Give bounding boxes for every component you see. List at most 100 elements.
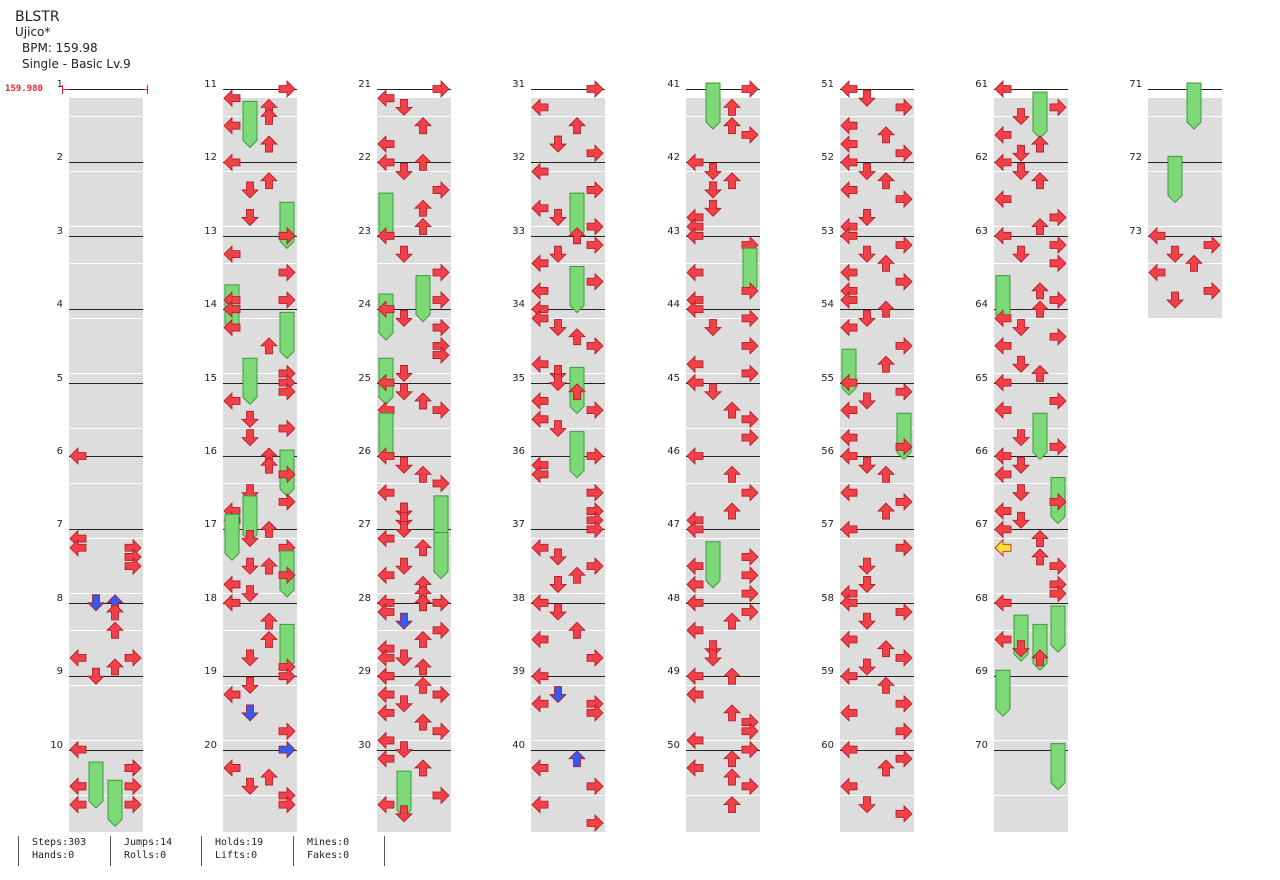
- beat-stripe: [531, 814, 605, 833]
- measure-number: 10: [50, 740, 63, 751]
- arrow-right-icon: [741, 80, 759, 98]
- arrow-right-icon: [741, 336, 759, 355]
- arrow-down-icon: [395, 383, 413, 401]
- beat-stripe: [377, 263, 451, 282]
- arrow-right-icon: [586, 483, 604, 502]
- measure-line: [686, 456, 760, 457]
- arrow-up-icon: [260, 107, 278, 125]
- arrow-left-icon: [840, 447, 858, 465]
- beat-stripe: [69, 612, 143, 631]
- measure-line: [840, 603, 914, 604]
- measure-number: 73: [1129, 226, 1142, 237]
- measure-number: 25: [358, 373, 371, 384]
- stats-end-divider: [384, 836, 385, 866]
- arrow-up-icon: [877, 640, 895, 658]
- beat-stripe: [1148, 263, 1222, 282]
- beat-stripe: [69, 795, 143, 814]
- beat-stripe: [994, 814, 1068, 833]
- beat-stripe: [223, 593, 297, 612]
- hold-note-left: [995, 669, 1011, 717]
- arrow-left-icon: [377, 749, 395, 768]
- beat-stripe: [69, 355, 143, 374]
- arrow-up-icon: [723, 465, 741, 483]
- measure-line: [994, 750, 1068, 751]
- beat-stripe: [223, 135, 297, 154]
- arrow-up-icon: [414, 630, 432, 648]
- notes-layer: [223, 80, 296, 814]
- arrow-right-icon: [432, 474, 450, 493]
- beat-stripe: [223, 612, 297, 631]
- measure-line: [994, 603, 1068, 604]
- beat-stripe: [223, 373, 297, 392]
- arrow-down-icon: [395, 98, 413, 116]
- beat-stripe: [69, 483, 143, 502]
- measure-number: 31: [512, 79, 525, 90]
- beat-stripe: [686, 208, 760, 227]
- arrow-down-icon: [704, 199, 722, 217]
- beat-stripe: [686, 795, 760, 814]
- arrow-right-icon: [895, 144, 913, 163]
- arrow-left-icon: [840, 703, 858, 722]
- arrow-right-icon: [278, 80, 296, 98]
- beat-stripe: [840, 135, 914, 154]
- beat-stripe: [686, 428, 760, 447]
- arrow-left-icon: [840, 180, 858, 199]
- arrow-right-icon: [586, 336, 604, 355]
- arrow-left-icon: [69, 538, 87, 557]
- beat-stripe: [686, 685, 760, 704]
- measure-line: [531, 603, 605, 604]
- arrow-left-icon: [223, 89, 241, 108]
- arrow-down-icon: [1012, 429, 1030, 447]
- arrow-right-icon: [586, 80, 604, 98]
- arrow-left-icon: [686, 621, 704, 640]
- measure-line: [377, 383, 451, 384]
- arrow-down-icon: [704, 163, 722, 181]
- measure-line: [531, 383, 605, 384]
- measure-number: 41: [667, 79, 680, 90]
- chart-column-3: 21 22 23 24 25 26 27 28 29 30: [358, 0, 451, 833]
- arrow-right-icon: [1049, 208, 1067, 227]
- beat-stripe: [531, 281, 605, 300]
- arrow-left-icon: [840, 428, 858, 447]
- beat-stripe: [994, 648, 1068, 667]
- beat-stripe: [994, 190, 1068, 209]
- beat-stripe: [840, 703, 914, 722]
- beat-stripe: [531, 502, 605, 521]
- arrow-left-icon: [223, 153, 241, 172]
- arrow-up-icon: [723, 667, 741, 685]
- stat-hands: Hands:0: [32, 850, 75, 861]
- arrow-left-icon: [994, 520, 1012, 539]
- arrow-right-icon: [278, 740, 296, 759]
- arrow-left-icon: [531, 630, 549, 649]
- beat-stripe: [223, 116, 297, 135]
- hold-note-up: [569, 431, 585, 479]
- measure-number: 70: [975, 740, 988, 751]
- measure-line: [686, 676, 760, 677]
- arrow-left-icon: [686, 447, 704, 465]
- notes-layer: [840, 80, 913, 823]
- measure-line: [377, 456, 451, 457]
- measure-number: 2: [56, 152, 63, 163]
- arrow-up-icon: [568, 566, 586, 584]
- beat-stripe: [377, 814, 451, 833]
- beat-stripe: [686, 98, 760, 117]
- beat-stripe: [840, 226, 914, 245]
- arrow-left-icon: [840, 373, 858, 392]
- measure-number: 35: [512, 373, 525, 384]
- chart-column-8: 71 72 73: [1129, 0, 1222, 830]
- measure-line: [531, 236, 605, 237]
- beat-stripe: [1148, 135, 1222, 154]
- beat-stripe: [840, 814, 914, 833]
- arrow-down-icon: [858, 392, 876, 410]
- beat-stripe: [531, 190, 605, 209]
- measure-line: [840, 89, 914, 90]
- arrow-left-icon: [377, 566, 395, 585]
- measure-line: [223, 676, 297, 677]
- measure-line: [686, 750, 760, 751]
- measure-number: 48: [667, 593, 680, 604]
- beat-stripe: [840, 171, 914, 190]
- arrow-left-icon: [1148, 226, 1166, 245]
- arrow-down-icon: [395, 557, 413, 575]
- beat-stripe: [531, 391, 605, 410]
- beat-stripe: [531, 648, 605, 667]
